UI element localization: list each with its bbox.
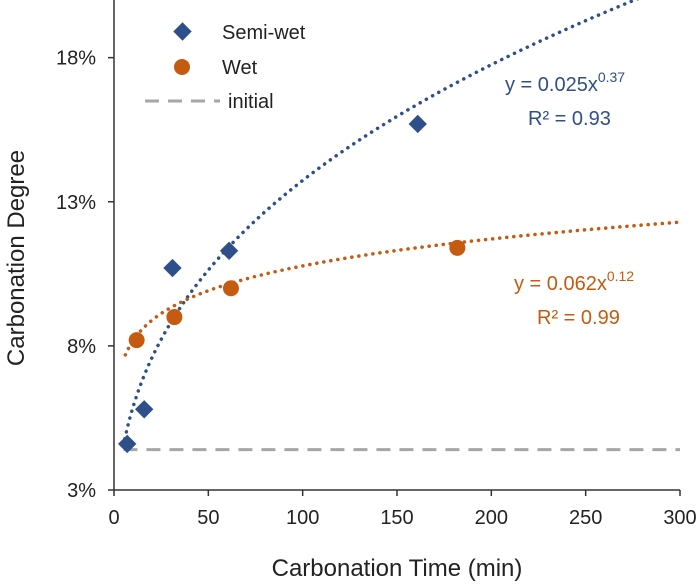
wet-point (449, 239, 466, 256)
semi-wet-point (163, 258, 182, 278)
x-tick-label: 300 (663, 507, 696, 529)
semi-wet-equation: y = 0.025x0.37 (505, 69, 625, 96)
x-tick-label: 100 (286, 507, 319, 529)
legend-semi-wet-marker (173, 22, 192, 41)
semi-wet-point (118, 434, 137, 454)
x-tick-label: 0 (108, 507, 119, 529)
y-axis-title: Carbonation Degree (3, 150, 30, 366)
x-axis-title: Carbonation Time (min) (272, 555, 523, 582)
wet-point (128, 332, 145, 349)
wet-equation: y = 0.062x0.12 (514, 268, 634, 295)
semi-wet-equation-base: y = 0.025x (505, 74, 598, 96)
y-tick-label: 18% (56, 48, 96, 70)
x-tick-label: 250 (569, 507, 602, 529)
wet-equation-base: y = 0.062x (514, 273, 607, 295)
wet-point (166, 309, 183, 326)
wet-point (222, 280, 239, 297)
points-group (118, 114, 466, 454)
legend-wet-marker (174, 59, 190, 75)
legend: Semi-wet Wet initial (145, 22, 306, 113)
ticks-group: 0 50 100 150 200 250 300 3% 8% 13% 18% (56, 48, 697, 529)
semi-wet-trendline (121, 0, 640, 448)
lines-group (121, 0, 680, 452)
legend-semi-wet-label: Semi-wet (222, 22, 306, 44)
semi-wet-equation-exponent: 0.37 (598, 69, 625, 85)
semi-wet-point (134, 400, 154, 419)
legend-wet-label: Wet (222, 57, 258, 79)
wet-trendline (123, 220, 680, 357)
semi-wet-point (408, 114, 427, 134)
legend-initial-label: initial (228, 91, 274, 113)
x-tick-label: 150 (380, 507, 413, 529)
x-tick-label: 200 (475, 507, 508, 529)
y-tick-label: 13% (56, 192, 96, 214)
wet-r2: R² = 0.99 (537, 307, 620, 329)
x-tick-label: 50 (197, 507, 219, 529)
wet-equation-exponent: 0.12 (607, 268, 634, 284)
y-tick-label: 3% (67, 480, 96, 502)
y-tick-label: 8% (67, 336, 96, 358)
semi-wet-r2: R² = 0.93 (528, 108, 611, 130)
semi-wet-point (219, 241, 239, 260)
